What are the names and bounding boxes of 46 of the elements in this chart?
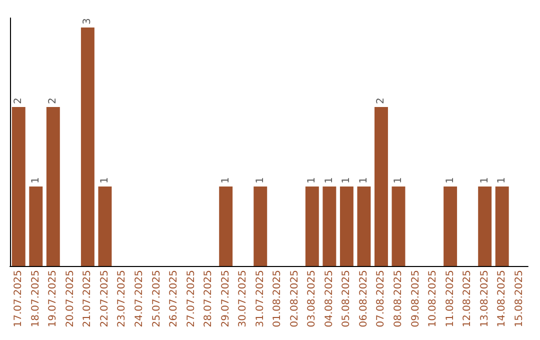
x-tick-label: 25.07.2025 bbox=[151, 270, 162, 328]
x-tick-label: 07.08.2025 bbox=[376, 270, 387, 328]
data-label: 1 bbox=[358, 177, 370, 184]
data-label: 1 bbox=[444, 177, 456, 184]
x-tick-label: 11.08.2025 bbox=[444, 270, 456, 328]
x-tick-label: 17.07.2025 bbox=[13, 270, 24, 328]
x-tick-label: 04.08.2025 bbox=[324, 270, 335, 328]
x-tick-label: 20.07.2025 bbox=[64, 270, 76, 328]
x-tick-label: 29.07.2025 bbox=[220, 270, 232, 328]
x-tick-label: 28.07.2025 bbox=[203, 270, 214, 328]
x-tick-label: 27.07.2025 bbox=[186, 270, 197, 328]
data-label: 1 bbox=[341, 177, 352, 184]
data-label: 1 bbox=[254, 177, 266, 184]
x-tick-label: 01.08.2025 bbox=[272, 270, 284, 328]
data-label: 2 bbox=[48, 98, 59, 104]
x-tick-label: 18.07.2025 bbox=[30, 270, 42, 328]
data-label: 2 bbox=[376, 98, 387, 104]
x-tick-label: 22.07.2025 bbox=[99, 270, 110, 328]
data-label: 1 bbox=[220, 177, 232, 184]
x-tick-label: 15.08.2025 bbox=[514, 270, 525, 328]
x-tick-label: 14.08.2025 bbox=[496, 270, 508, 328]
x-tick-label: 12.08.2025 bbox=[462, 270, 474, 328]
x-tick-label: 10.08.2025 bbox=[428, 270, 439, 328]
data-label: 2 bbox=[13, 98, 24, 104]
x-tick-label: 05.08.2025 bbox=[341, 270, 352, 328]
data-label: 1 bbox=[306, 177, 318, 184]
x-tick-label: 23.07.2025 bbox=[116, 270, 128, 328]
data-label: 1 bbox=[30, 177, 42, 184]
x-tick-label: 26.07.2025 bbox=[168, 270, 180, 328]
x-tick-label: 31.07.2025 bbox=[254, 270, 266, 328]
x-tick-label: 06.08.2025 bbox=[358, 270, 370, 328]
x-tick-label: 24.07.2025 bbox=[134, 270, 145, 328]
x-tick-label: 30.07.2025 bbox=[238, 270, 249, 328]
x-tick-label: 19.07.2025 bbox=[48, 270, 59, 328]
data-label: 3 bbox=[82, 18, 94, 25]
data-label: 1 bbox=[393, 177, 404, 184]
x-tick-label: 02.08.2025 bbox=[289, 270, 300, 328]
x-tick-label: 13.08.2025 bbox=[479, 270, 490, 328]
data-label: 1 bbox=[99, 177, 110, 184]
x-tick-label: 08.08.2025 bbox=[393, 270, 404, 328]
x-tick-label: 03.08.2025 bbox=[306, 270, 318, 328]
x-tick-label: 21.07.2025 bbox=[82, 270, 94, 328]
data-label: 1 bbox=[479, 177, 490, 184]
data-label: 1 bbox=[324, 177, 335, 184]
x-tick-label: 09.08.2025 bbox=[410, 270, 422, 328]
data-label: 1 bbox=[496, 177, 508, 184]
